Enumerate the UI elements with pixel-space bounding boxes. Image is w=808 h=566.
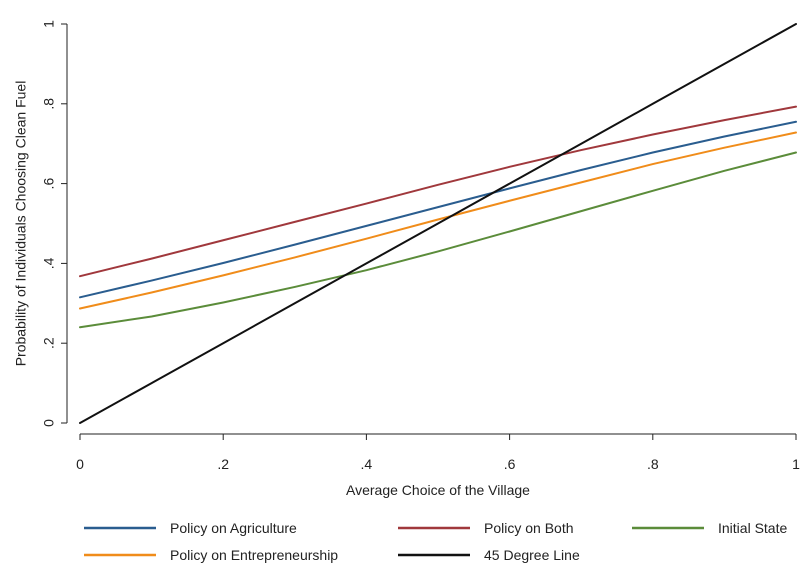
y-axis-title: Probability of Individuals Choosing Clea…	[13, 81, 29, 367]
series-line-policy-on-agriculture	[79, 120, 797, 299]
y-tick-label: .6	[41, 178, 57, 190]
legend-label-policy-on-both: Policy on Both	[484, 520, 574, 536]
y-tick-label: .2	[41, 337, 57, 349]
x-axis-title: Average Choice of the Village	[346, 482, 530, 498]
x-tick-label: 1	[792, 456, 800, 472]
series-line-45-degree-line	[79, 23, 797, 424]
y-tick-label: .8	[41, 98, 57, 110]
series-line-policy-on-both	[79, 105, 797, 278]
legend-label-policy-on-entrepreneurship: Policy on Entrepreneurship	[170, 547, 338, 563]
axes: 0 .2 .4 .6 .8 1 0 .2 .4 .6 .8 1	[41, 20, 800, 472]
legend: Policy on Agriculture Policy on Both Initi…	[84, 520, 787, 563]
legend-label-initial-state: Initial State	[718, 520, 787, 536]
y-tick-label: .4	[41, 257, 57, 269]
series-layer	[79, 23, 797, 424]
x-tick-label: 0	[76, 456, 84, 472]
x-tick-label: .6	[504, 456, 516, 472]
legend-label-policy-on-agriculture: Policy on Agriculture	[170, 520, 297, 536]
y-tick-label: 1	[41, 20, 57, 28]
series-line-policy-on-entrepreneurship	[79, 131, 797, 310]
x-tick-label: .2	[217, 456, 229, 472]
y-tick-label: 0	[41, 419, 57, 427]
x-tick-label: .4	[361, 456, 373, 472]
series-line-initial-state	[79, 151, 797, 329]
legend-label-45-degree-line: 45 Degree Line	[484, 547, 580, 563]
x-tick-label: .8	[647, 456, 659, 472]
